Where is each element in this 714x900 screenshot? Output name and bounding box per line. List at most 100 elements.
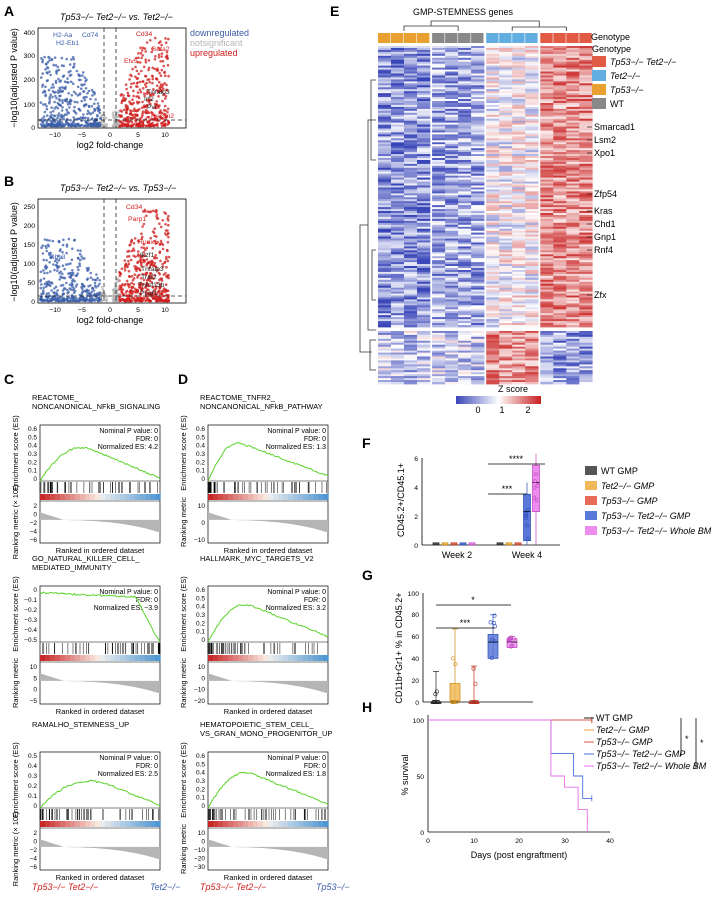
heatmap-cell [553, 228, 567, 232]
heatmap-cell [417, 236, 431, 239]
volcano-point [165, 83, 168, 87]
heatmap-cell [525, 218, 539, 222]
heatmap-cell [525, 77, 539, 80]
volcano-point [137, 52, 140, 55]
heatmap-cell [378, 158, 392, 161]
heatmap-cell [566, 277, 580, 281]
heatmap-cell [499, 216, 513, 220]
heatmap-cell [579, 224, 593, 228]
heatmap-cell [417, 65, 431, 68]
volcano-point [148, 275, 151, 278]
heatmap-cell [445, 275, 459, 279]
heatmap-cell [499, 55, 513, 59]
heatmap-cell [512, 352, 526, 355]
heatmap-cell [445, 332, 459, 336]
heatmap-cell [512, 81, 526, 84]
heatmap-cell [471, 57, 485, 61]
heatmap-cell [486, 256, 500, 259]
heatmap-cell [525, 142, 539, 145]
heatmap-cell [417, 187, 431, 190]
heatmap-cell [525, 264, 539, 267]
heatmap-cell [471, 332, 485, 336]
volcano-point [83, 96, 86, 99]
heatmap-cell [566, 104, 580, 108]
heatmap-cell [417, 93, 431, 96]
heatmap-cell [525, 106, 539, 110]
heatmap-cell [579, 197, 593, 200]
heatmap-cell [499, 104, 513, 108]
volcano-point [80, 83, 83, 86]
heatmap-cell [404, 46, 418, 49]
volcano-point [152, 277, 155, 281]
heatmap-cell [525, 140, 539, 143]
heatmap-cell [512, 215, 526, 218]
volcano-point [46, 66, 49, 69]
volcano-point [57, 240, 61, 244]
heatmap-cell [471, 124, 485, 127]
gsea-title-line1: REACTOME_TNFR2_ [200, 393, 276, 402]
heatmap-cell [404, 130, 418, 133]
heatmap-cell [579, 242, 593, 245]
heatmap-cell [432, 334, 446, 338]
volcano-point [63, 124, 66, 127]
volcano-point [100, 124, 104, 128]
volcano-point [135, 69, 139, 73]
volcano-point [57, 254, 60, 258]
heatmap-cell [579, 146, 593, 149]
heatmap-cell [417, 112, 431, 116]
heatmap-cell [391, 260, 405, 263]
heatmap-cell [579, 140, 593, 143]
heatmap-cell [525, 126, 539, 129]
heatmap-cell [432, 246, 446, 249]
heatmap-cell [525, 197, 539, 200]
gsea-es-tick: 0 [201, 476, 205, 483]
volcano-point [91, 287, 94, 290]
heatmap-cell [525, 201, 539, 204]
heatmap-cell [566, 275, 580, 279]
volcano-point [90, 118, 93, 121]
volcano-point [41, 85, 44, 88]
volcano-point [160, 111, 164, 115]
heatmap-cell [553, 51, 567, 55]
volcano-point [164, 97, 167, 100]
heatmap-cell [566, 205, 580, 208]
heatmap-cell [579, 77, 593, 80]
heatmap-cell [417, 319, 431, 322]
gsea-rank-label: Ranking metric [179, 497, 188, 547]
heatmap-cell [499, 262, 513, 265]
heatmap-cell [540, 281, 554, 285]
xtick: 10 [161, 307, 169, 314]
heatmap-cell [566, 297, 580, 300]
heatmap-cell [512, 177, 526, 180]
volcano-point [137, 267, 140, 270]
heatmap-cell [458, 311, 472, 314]
heatmap-cell [432, 152, 446, 155]
heatmap-cell [525, 250, 539, 253]
heatmap-cell [486, 207, 500, 210]
heatmap-cell [525, 325, 539, 328]
heatmap-cell [540, 175, 554, 179]
volcano-point [74, 274, 77, 277]
heatmap-cell [525, 260, 539, 263]
volcano-point [48, 95, 52, 99]
heatmap-cell [553, 99, 567, 102]
volcano-point [93, 102, 96, 105]
heatmap-cell [404, 305, 418, 308]
d-right-genotype: Tp53−/− [316, 882, 350, 892]
heatmap-cell [512, 303, 526, 306]
heatmap-cell [579, 340, 593, 344]
heatmap-cell [404, 163, 418, 167]
heatmap-cell [525, 346, 539, 350]
volcano-point [56, 269, 59, 273]
heatmap-cell [417, 91, 431, 94]
heatmap-cell [471, 85, 485, 88]
heatmap-cell [499, 132, 513, 135]
heatmap-cell [525, 128, 539, 131]
heatmap-cell [378, 142, 392, 145]
heatmap-cell [553, 138, 567, 141]
gsea-band [80, 821, 86, 827]
heatmap-cell [553, 307, 567, 310]
heatmap-cell [445, 216, 459, 220]
volcano-point [89, 299, 92, 303]
volcano-point [161, 243, 165, 246]
